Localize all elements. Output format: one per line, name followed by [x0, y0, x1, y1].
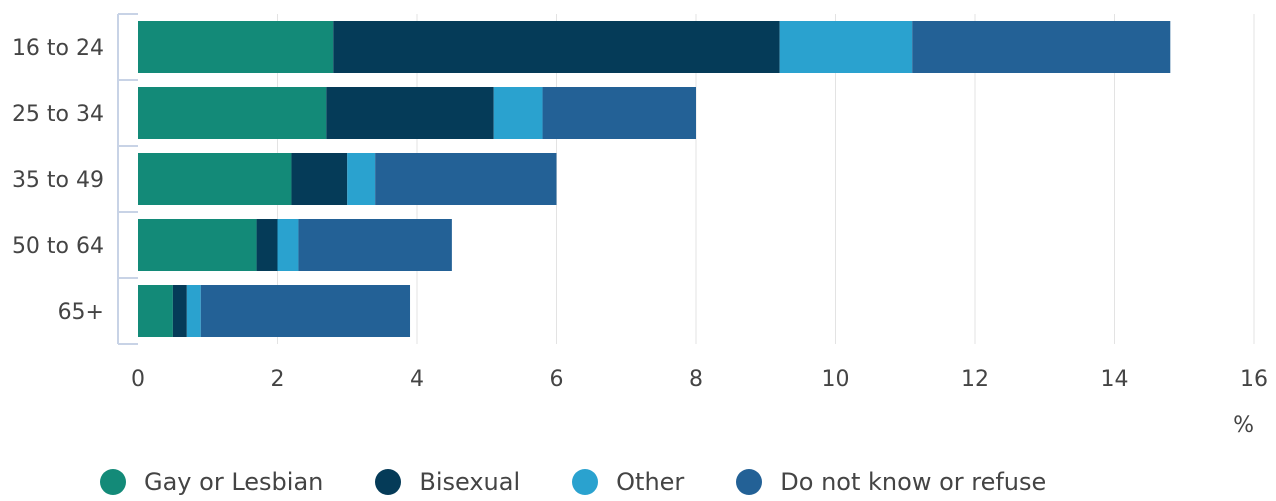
bar-segment — [138, 219, 257, 271]
x-tick-label: 10 — [822, 367, 850, 392]
legend: Gay or Lesbian Bisexual Other Do not know o… — [100, 468, 1098, 496]
bar-segment — [326, 87, 494, 139]
bar-segment — [138, 21, 334, 73]
bar-segment — [779, 21, 913, 73]
legend-swatch — [736, 469, 763, 495]
x-tick-labels: 0 2 4 6 8 10 12 14 16 — [131, 367, 1268, 392]
legend-item: Other — [572, 468, 684, 496]
legend-swatch — [375, 469, 402, 495]
x-tick-label: 16 — [1240, 367, 1268, 392]
bar-segment — [138, 87, 327, 139]
bar-segment — [256, 219, 278, 271]
bar-segment — [912, 21, 1171, 73]
category-label: 35 to 49 — [12, 168, 104, 193]
category-label: 50 to 64 — [12, 234, 104, 259]
legend-swatch — [100, 469, 126, 495]
x-tick-label: 0 — [131, 367, 145, 392]
legend-swatch — [572, 469, 599, 495]
bar-segment — [277, 219, 299, 271]
bar-segment — [138, 285, 173, 337]
bar-segment — [172, 285, 187, 337]
x-tick-label: 14 — [1101, 367, 1129, 392]
x-axis-label: % — [1233, 413, 1254, 438]
x-tick-label: 8 — [689, 367, 703, 392]
bar-segment — [186, 285, 201, 337]
x-tick-label: 6 — [550, 367, 564, 392]
category-label: 65+ — [58, 300, 104, 325]
bar-segment — [493, 87, 543, 139]
legend-item: Gay or Lesbian — [100, 468, 323, 496]
x-tick-label: 12 — [961, 367, 989, 392]
x-tick-label: 4 — [410, 367, 424, 392]
bar-segment — [138, 153, 292, 205]
category-axis: 16 to 24 25 to 34 35 to 49 50 to 64 65+ — [12, 13, 138, 345]
bar-segment — [542, 87, 696, 139]
legend-label: Do not know or refuse — [780, 468, 1047, 496]
bars — [138, 21, 1171, 337]
category-label: 16 to 24 — [12, 36, 104, 61]
bar-segment — [291, 153, 348, 205]
category-label: 25 to 34 — [12, 102, 104, 127]
bar-segment — [333, 21, 780, 73]
bar-segment — [298, 219, 452, 271]
legend-item: Bisexual — [375, 468, 520, 496]
legend-label: Other — [616, 468, 685, 496]
bar-segment — [347, 153, 376, 205]
legend-label: Gay or Lesbian — [144, 468, 324, 496]
bar-segment — [200, 285, 411, 337]
chart-svg: 16 to 24 25 to 34 35 to 49 50 to 64 65+ 0 2 4 6… — [12, 13, 1268, 438]
legend-label: Bisexual — [419, 468, 521, 496]
x-tick-label: 2 — [271, 367, 285, 392]
bar-segment — [375, 153, 557, 205]
legend-item: Do not know or refuse — [736, 468, 1046, 496]
